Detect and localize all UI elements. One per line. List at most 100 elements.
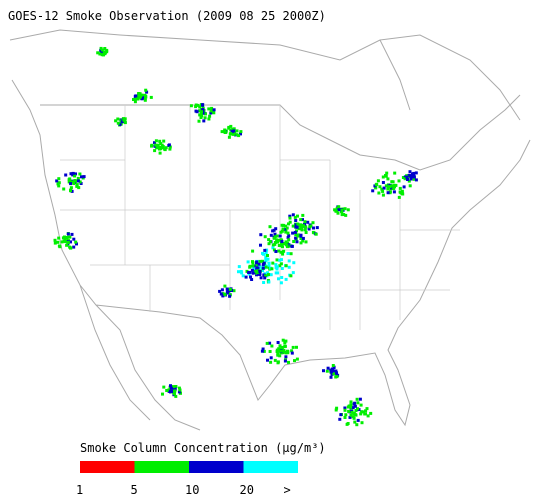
smoke-pixel	[286, 236, 290, 240]
color-swatch	[80, 461, 135, 473]
smoke-pixel	[258, 272, 262, 276]
smoke-pixel	[120, 120, 124, 124]
smoke-pixel	[277, 244, 281, 247]
smoke-pixel	[209, 111, 213, 115]
smoke-pixel	[226, 290, 230, 294]
smoke-pixel	[162, 139, 166, 143]
smoke-pixel	[274, 250, 278, 253]
smoke-pixel	[355, 397, 359, 401]
smoke-pixel	[330, 372, 334, 376]
smoke-pixel	[349, 400, 353, 404]
smoke-pixel	[294, 233, 298, 237]
smoke-pixel	[400, 189, 404, 193]
canada	[9, 29, 521, 121]
smoke-pixel	[62, 187, 66, 191]
smoke-pixel	[293, 230, 297, 234]
smoke-pixel	[258, 265, 262, 269]
smoke-pixel	[72, 245, 76, 249]
smoke-pixel	[275, 234, 279, 238]
smoke-pixel	[198, 113, 202, 117]
smoke-pixel	[69, 240, 72, 244]
smoke-pixel	[133, 97, 137, 101]
smoke-pixel	[381, 193, 385, 197]
smoke-pixel	[334, 408, 338, 412]
smoke-pixel	[347, 409, 351, 413]
smoke-pixel	[266, 358, 269, 362]
smoke-pixel	[330, 370, 333, 373]
smoke-pixel	[116, 121, 120, 125]
smoke-pixel	[286, 231, 290, 235]
smoke-pixel	[288, 220, 292, 224]
tick-label: 20	[240, 483, 254, 497]
smoke-pixel	[240, 271, 244, 275]
smoke-pixel	[360, 421, 364, 425]
smoke-pixel	[384, 174, 387, 177]
smoke-pixel	[64, 173, 68, 177]
smoke-pixel	[138, 95, 142, 99]
smoke-pixel	[258, 270, 262, 274]
smoke-pixel	[344, 413, 348, 417]
smoke-pixel	[308, 225, 312, 229]
smoke-pixel	[167, 143, 171, 147]
smoke-pixel	[299, 241, 303, 245]
smoke-pixel	[269, 273, 273, 277]
smoke-pixel	[351, 406, 355, 410]
smoke-pixel	[72, 182, 76, 185]
coastline	[11, 79, 531, 431]
smoke-pixel	[356, 407, 359, 411]
smoke-pixel	[284, 355, 288, 359]
smoke-pixel	[278, 264, 282, 268]
smoke-pixel	[279, 262, 283, 266]
smoke-pixel	[284, 224, 287, 228]
smoke-pixel	[144, 95, 148, 98]
smoke-pixel	[312, 226, 315, 230]
smoke-pixel	[198, 105, 202, 109]
smoke-pixel	[303, 220, 307, 224]
smoke-pixel	[307, 227, 311, 231]
smoke-pixel	[79, 182, 83, 185]
smoke-pixel	[280, 258, 283, 262]
smoke-pixel	[173, 387, 177, 391]
smoke-pixel	[293, 359, 296, 363]
smoke-pixel	[67, 235, 70, 239]
smoke-pixel	[75, 183, 79, 187]
smoke-pixel	[337, 208, 341, 212]
smoke-pixel	[299, 234, 303, 238]
smoke-pixel	[274, 227, 278, 231]
smoke-pixel	[69, 189, 72, 193]
smoke-pixel	[223, 131, 227, 134]
smoke-pixel	[201, 111, 205, 115]
smoke-pixel	[218, 289, 222, 293]
smoke-pixel	[237, 270, 240, 274]
legend-ticks: 1 5 10 20 >	[76, 483, 291, 497]
smoke-pixel	[280, 244, 284, 248]
smoke-pixel	[249, 275, 252, 279]
smoke-pixel	[276, 361, 280, 365]
smoke-pixel	[76, 176, 80, 180]
smoke-pixel	[258, 259, 262, 263]
smoke-pixel	[133, 100, 137, 104]
smoke-pixel	[276, 341, 280, 344]
smoke-pixel	[359, 403, 363, 407]
smoke-pixel	[75, 184, 79, 188]
smoke-pixel	[277, 238, 281, 242]
smoke-pixel	[280, 240, 284, 243]
basemap	[9, 29, 531, 431]
smoke-pixel	[57, 177, 61, 181]
smoke-pixel	[398, 186, 402, 190]
state-lines	[60, 105, 460, 330]
smoke-pixel	[374, 186, 378, 190]
smoke-pixel	[294, 236, 298, 240]
smoke-pixel	[266, 254, 269, 257]
smoke-pixel	[207, 107, 211, 111]
smoke-pixel	[270, 344, 274, 348]
smoke-pixel	[248, 264, 252, 268]
smoke-pixel	[168, 145, 172, 149]
smoke-pixel	[77, 186, 81, 190]
smoke-pixel	[281, 338, 285, 342]
smoke-pixel	[277, 349, 281, 353]
smoke-pixel	[301, 239, 305, 243]
tick-label: 5	[131, 483, 138, 497]
smoke-pixel	[286, 349, 289, 353]
border-north	[40, 94, 521, 171]
